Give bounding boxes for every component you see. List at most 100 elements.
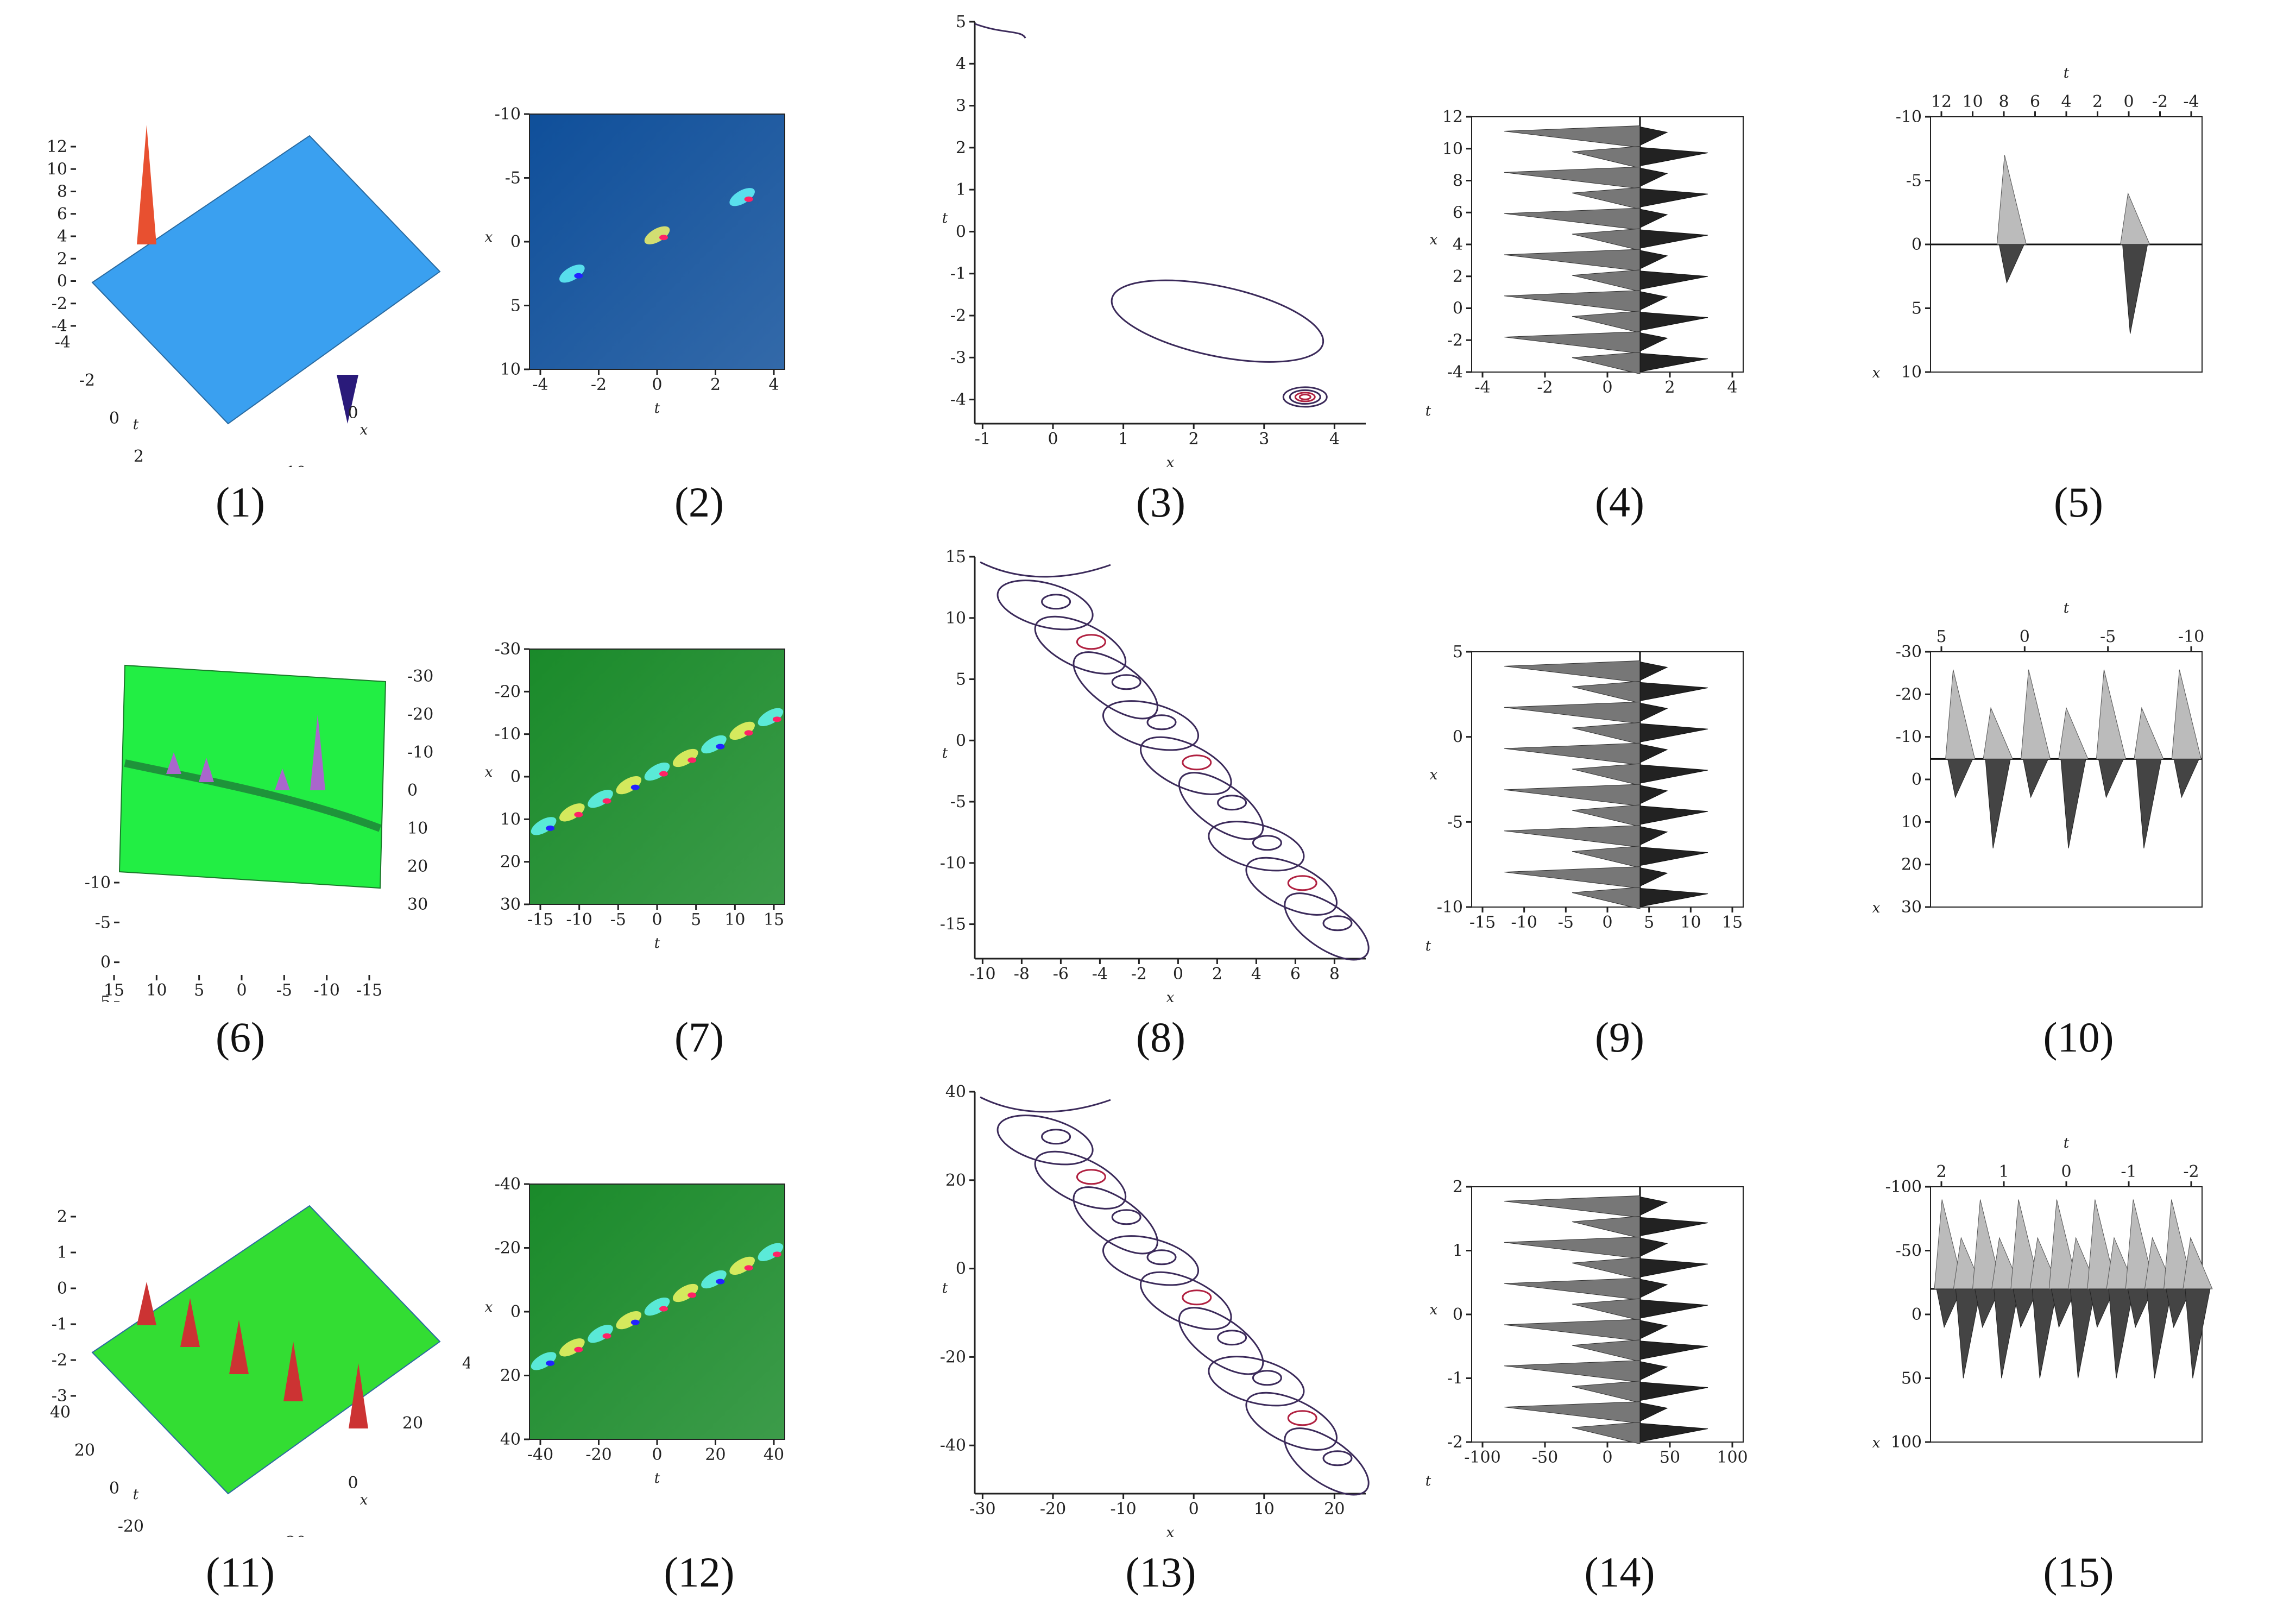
- panel-caption: (3): [1136, 479, 1185, 526]
- contour-line: [1034, 615, 1127, 675]
- contour-line: [1076, 634, 1106, 650]
- y-tick-label: 20: [500, 853, 521, 872]
- heatmap-core: [574, 811, 583, 817]
- heatmap-core: [574, 1346, 583, 1352]
- heatmap-core: [716, 1279, 725, 1285]
- contour-line: [996, 1115, 1094, 1166]
- y-tick-label: -10: [85, 873, 111, 892]
- contour-line: [1111, 674, 1141, 690]
- y-axis-label: x: [1430, 1302, 1438, 1318]
- projection-spike: [1504, 1277, 1641, 1300]
- heatmap-blob: [644, 226, 670, 244]
- y-tick-label: 4: [57, 227, 67, 246]
- contour-line: [1182, 1289, 1212, 1306]
- projection-spike: [1639, 826, 1668, 846]
- projection-spike: [1504, 249, 1641, 272]
- heatmap-blob: [758, 708, 784, 726]
- x-tick-label: -10: [566, 910, 592, 929]
- contour-line: [1139, 1271, 1232, 1330]
- contour-line: [1041, 1129, 1071, 1145]
- projection-spike: [1639, 291, 1668, 311]
- projection-spike: [2070, 1288, 2096, 1378]
- y-tick-label: -10: [940, 854, 966, 873]
- x-tick-label: -6: [1053, 965, 1069, 984]
- y-tick-label: 6: [57, 205, 67, 224]
- surface-peak: [349, 1363, 368, 1428]
- x-axis-label: x: [1166, 990, 1175, 1002]
- y-tick-label: 2: [956, 139, 966, 158]
- x-axis-label: x: [360, 422, 368, 438]
- heatmap-blob: [672, 1283, 698, 1302]
- x-tick-label: -15: [1469, 913, 1496, 932]
- projection-spikes: [1504, 1187, 1708, 1445]
- panel-caption: (1): [216, 479, 265, 526]
- y-tick-label: 5: [1453, 643, 1463, 662]
- surface-plane: [118, 664, 387, 889]
- x-tick-label: 4: [1251, 965, 1261, 984]
- tick-label: 30: [407, 895, 428, 914]
- heatmap-blob: [616, 1311, 642, 1330]
- figure-panel: 2 1 0 -1 -2 -100 -50 0 50 100 x t (14): [1390, 1070, 1849, 1605]
- x-axis-label: t: [1425, 938, 1431, 954]
- x-tick-label: 10: [1962, 92, 1983, 111]
- projection-spike: [2173, 758, 2200, 798]
- surface-trough: [337, 375, 358, 424]
- x-tick-label: 20: [1324, 1500, 1345, 1519]
- projection-spike: [2060, 758, 2086, 848]
- y-tick-label: -30: [1896, 643, 1922, 662]
- x-tick-label: -4: [532, 375, 548, 394]
- projection-spike: [2183, 1237, 2213, 1289]
- projection-spike: [1955, 1288, 1981, 1378]
- projection-spike: [1639, 723, 1708, 742]
- y-tick-label: -20: [940, 1348, 966, 1367]
- y-tick-label: 30: [1901, 898, 1922, 917]
- y-tick-label: 5: [956, 12, 966, 32]
- figure-panel: -10 -5 0 5 10 -4 -2 0 2 4 x t (2): [470, 0, 929, 535]
- heatmap-core: [630, 784, 640, 790]
- x-tick-label: 2: [1664, 378, 1675, 397]
- x-tick-label: -10: [969, 965, 995, 984]
- x-tick-label: -15: [356, 981, 382, 1000]
- projection-spike: [1639, 1361, 1668, 1381]
- projection-spike: [1639, 1382, 1708, 1401]
- projection-spike: [1504, 331, 1641, 354]
- contour-line: [1245, 1392, 1338, 1451]
- projection-spike: [1639, 229, 1708, 249]
- y-tick-label: 5: [1912, 299, 1922, 318]
- contour-line: [1208, 821, 1305, 872]
- y-tick-label: 4: [956, 54, 966, 73]
- projection-spike: [1504, 290, 1641, 313]
- figure-panel: -40 -20 0 20 40 -40 -20 0 20 40 x t (12): [470, 1070, 929, 1605]
- x-tick-label: -4: [1092, 965, 1108, 984]
- contour-line: [1076, 1169, 1106, 1185]
- heatmap-core: [744, 196, 753, 202]
- x-tick-label: -30: [969, 1500, 995, 1519]
- projection-spikes: [1931, 155, 2202, 334]
- tick-label: -20: [118, 1517, 144, 1536]
- contour-line: [1146, 1249, 1177, 1266]
- y-axis-label: x: [485, 229, 493, 246]
- y-tick-label: -2: [52, 1351, 67, 1370]
- x-tick-label: -1: [2121, 1162, 2136, 1181]
- surface-peak: [199, 758, 214, 782]
- contour-line: [1217, 1330, 1247, 1346]
- heatmap-blob: [729, 188, 755, 206]
- y-tick-label: 0: [100, 953, 111, 972]
- contour-line: [980, 1096, 1111, 1113]
- panel-caption: (2): [674, 479, 724, 526]
- tick-label: 20: [74, 1441, 95, 1460]
- x-axis-label: t: [654, 400, 660, 417]
- y-tick-label: -30: [495, 640, 521, 659]
- y-tick-label: 2: [1453, 267, 1463, 286]
- projection-spike: [2146, 1288, 2173, 1378]
- panel-plot: -10 -5 0 5 10 12 10 8 6 4 2 0 -2 -4 t x: [1872, 65, 2203, 382]
- panel-plot: -10 -5 0 5 10 -4 -2 0 2 4 x t: [485, 105, 785, 417]
- x-tick-label: -2: [591, 375, 607, 394]
- y-tick-label: 8: [57, 182, 67, 202]
- heatmap-blob: [672, 748, 698, 767]
- tick-label: 0: [348, 404, 358, 423]
- y-tick-label: -1: [1447, 1369, 1463, 1388]
- x-tick-label: 1: [1118, 430, 1128, 449]
